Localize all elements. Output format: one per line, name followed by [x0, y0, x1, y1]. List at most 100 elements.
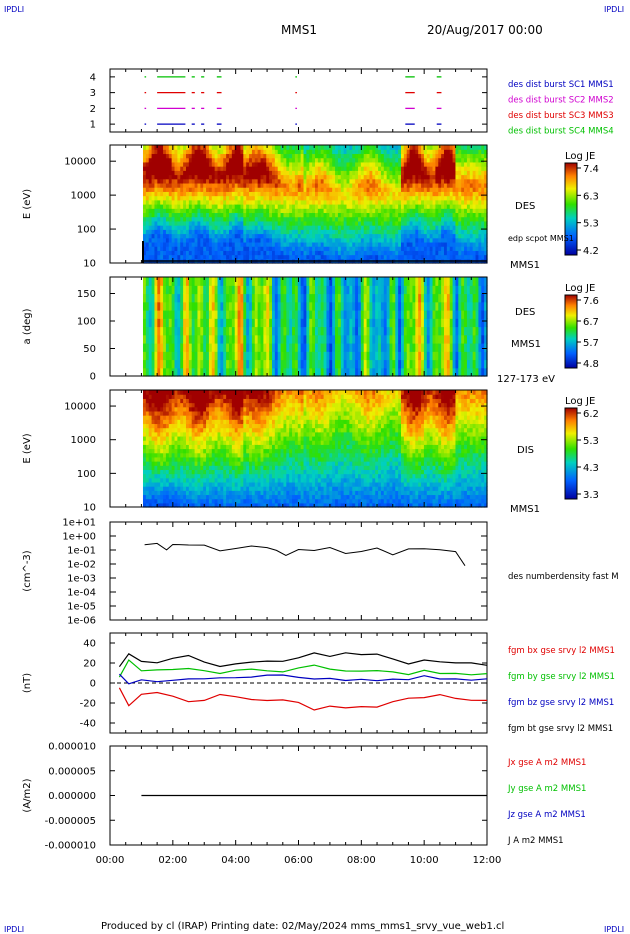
spectrogram-cell-2: [234, 318, 239, 328]
spectrogram-cell-1: [317, 216, 322, 222]
spectrogram-cell-2: [484, 334, 488, 344]
spectrogram-cell-2: [481, 318, 485, 328]
spectrogram-cell-1: [303, 153, 307, 159]
spectrogram-cell-2: [300, 326, 305, 336]
spectrogram-cell-1: [378, 216, 382, 222]
spectrogram-cell-2: [254, 334, 259, 344]
spectrogram-cell-1: [214, 182, 219, 188]
spectrogram-cell-1: [372, 254, 376, 260]
spectrogram-cell-1: [343, 182, 348, 188]
spectrogram-cell-2: [386, 326, 391, 336]
spectrogram-cell-1: [188, 187, 193, 192]
spectrogram-cell-1: [466, 254, 471, 260]
spectrogram-cell-1: [412, 187, 416, 192]
spectrogram-cell-2: [157, 334, 161, 344]
spectrogram-cell-2: [274, 367, 279, 377]
spectrogram-cell-1: [438, 161, 442, 167]
spectrogram-cell-1: [375, 216, 379, 222]
spectrogram-cell-1: [461, 166, 465, 171]
spectrogram-cell-1: [372, 241, 376, 247]
spectrogram-cell-2: [406, 293, 411, 303]
spectrogram-cell-1: [449, 170, 454, 176]
spectrogram-cell-1: [145, 254, 150, 260]
spectrogram-cell-1: [349, 153, 353, 159]
spectrogram-cell-2: [228, 285, 233, 295]
spectrogram-cell-1: [286, 225, 290, 230]
spectrogram-cell-1: [260, 246, 264, 251]
spectrogram-cell-1: [148, 246, 153, 251]
spectrogram-cell-2: [271, 301, 276, 311]
spectrogram-cell-2: [292, 293, 296, 303]
spectrogram-cell-2: [142, 367, 147, 377]
spectrogram-cell-1: [154, 220, 158, 226]
spectrogram-cell-1: [286, 178, 290, 184]
spectrogram-cell-1: [197, 241, 201, 247]
spectrogram-cell-1: [429, 178, 434, 184]
spectrogram-cell-2: [478, 285, 482, 295]
spectrogram-cell-1: [335, 212, 339, 218]
spectrogram-cell-1: [392, 229, 396, 235]
spectrogram-cell-1: [349, 195, 353, 201]
spectrogram-cell-1: [185, 161, 190, 167]
spectrogram-cell-1: [423, 149, 428, 155]
spectrogram-cell-1: [449, 174, 454, 180]
spectrogram-cell-2: [452, 318, 457, 328]
spectrogram-cell-1: [314, 161, 319, 167]
spectrogram-cell-1: [217, 149, 221, 155]
spectrogram-cell-1: [142, 145, 147, 150]
spectrogram-cell-1: [254, 208, 259, 214]
spectrogram-cell-1: [435, 170, 439, 176]
spectrogram-cell-1: [458, 174, 462, 180]
spectrogram-cell-2: [286, 277, 290, 286]
spectrogram-cell-1: [475, 216, 479, 222]
spectrogram-cell-1: [274, 204, 279, 209]
spectrogram-cell-2: [163, 301, 167, 311]
spectrogram-cell-1: [283, 191, 287, 197]
spectrogram-cell-1: [208, 199, 213, 205]
spectrogram-cell-2: [360, 301, 365, 311]
spectrogram-cell-2: [306, 334, 310, 344]
spectrogram-cell-1: [194, 195, 199, 201]
spectrogram-cell-1: [403, 182, 408, 188]
spectrogram-cell-2: [383, 310, 388, 319]
spectrogram-cell-2: [409, 359, 414, 369]
spectrogram-cell-1: [461, 199, 465, 205]
spectrogram-cell-2: [435, 301, 439, 311]
spectrogram-cell-1: [174, 250, 178, 256]
spectrogram-cell-1: [449, 233, 454, 239]
spectrogram-cell-1: [415, 199, 419, 205]
spectrogram-cell-1: [335, 187, 339, 192]
spectrogram-cell-1: [360, 182, 365, 188]
spectrogram-cell-1: [423, 178, 428, 184]
spectrogram-cell-1: [180, 157, 184, 163]
spectrogram-cell-1: [177, 149, 181, 155]
spectrogram-cell-1: [355, 204, 359, 209]
spectrogram-cell-1: [400, 241, 405, 247]
spectrogram-cell-2: [472, 326, 477, 336]
spectrogram-cell-1: [226, 145, 230, 150]
spectrogram-cell-1: [228, 191, 233, 197]
spectrogram-cell-1: [240, 157, 244, 163]
spectrogram-cell-1: [303, 208, 307, 214]
spectrogram-cell-1: [283, 204, 287, 209]
spectrogram-cell-2: [206, 359, 210, 369]
spectrogram-cell-1: [208, 187, 213, 192]
spectrogram-cell-2: [246, 310, 250, 319]
spectrogram-cell-2: [375, 293, 379, 303]
spectrogram-cell-1: [461, 237, 465, 243]
spectrogram-cell-1: [251, 241, 256, 247]
spectrogram-cell-1: [314, 208, 319, 214]
spectrogram-cell-1: [438, 241, 442, 247]
spectrogram-cell-2: [283, 293, 287, 303]
spectrogram-cell-1: [326, 191, 330, 197]
spectrogram-cell-1: [383, 182, 388, 188]
spectrogram-cell-1: [303, 212, 307, 218]
spectrogram-cell-1: [249, 229, 253, 235]
spectrogram-cell-2: [177, 310, 181, 319]
spectrogram-cell-1: [211, 195, 216, 201]
spectrogram-cell-2: [294, 301, 299, 311]
spectrogram-cell-1: [231, 191, 236, 197]
spectrogram-cell-2: [177, 326, 181, 336]
spectrogram-cell-2: [421, 293, 425, 303]
spectrogram-cell-1: [458, 220, 462, 226]
